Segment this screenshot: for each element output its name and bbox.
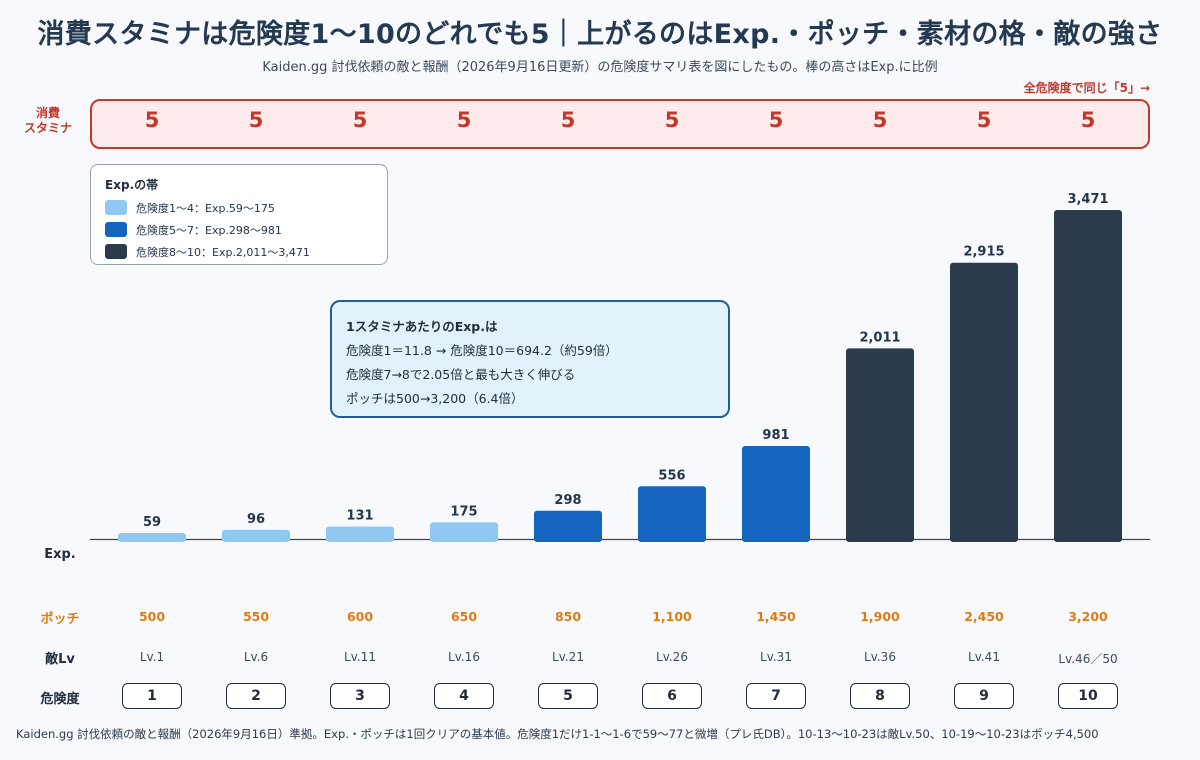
note-line-3: ポッチは500→3,200（6.4倍） — [346, 391, 524, 406]
note-line-1: 危険度1＝11.8 → 危険度10＝694.2（約59倍） — [346, 343, 618, 358]
pochi-row-label: ポッチ — [40, 612, 80, 627]
pochi-value-7: 1,450 — [756, 609, 796, 624]
enemy-lv-value-3: Lv.11 — [344, 650, 376, 664]
exp-value-label-8: 2,011 — [859, 330, 900, 345]
stamina-value-6: 5 — [664, 108, 680, 132]
exp-per-stamina-note: 1スタミナあたりのExp.は 危険度1＝11.8 → 危険度10＝694.2（約… — [330, 300, 730, 418]
danger-level-badge-10: 10 — [1058, 683, 1118, 709]
stamina-value-5: 5 — [560, 108, 576, 132]
page-title: 消費スタミナは危険度1〜10のどれでも5｜上がるのはExp.・ポッチ・素材の格・… — [37, 19, 1163, 50]
legend-swatch-band-3 — [105, 244, 127, 259]
enemy-lv-value-7: Lv.31 — [760, 650, 792, 664]
stamina-row-box — [90, 99, 1150, 149]
stamina-row-label: 消費 スタミナ — [23, 106, 72, 135]
stamina-value-3: 5 — [352, 108, 368, 132]
exp-value-label-2: 96 — [247, 512, 265, 527]
stamina-value-4: 5 — [456, 108, 472, 132]
pochi-value-2: 550 — [242, 609, 270, 624]
exp-bar-4 — [430, 522, 498, 542]
legend-label-band-2: 危険度5〜7：Exp.298〜981 — [136, 224, 282, 237]
pochi-value-8: 1,900 — [860, 609, 900, 624]
exp-bar-8 — [846, 348, 914, 542]
enemy-lv-value-4: Lv.16 — [448, 650, 480, 664]
enemy-lv-row-label: 敵Lv — [45, 652, 75, 667]
danger-level-badge-3: 3 — [330, 683, 390, 709]
stamina-value-1: 5 — [144, 108, 160, 132]
danger-level-badge-6: 6 — [642, 683, 702, 709]
danger-level-badge-5: 5 — [538, 683, 598, 709]
legend-label-band-3: 危険度8〜10：Exp.2,011〜3,471 — [136, 246, 310, 259]
exp-bar-1 — [118, 533, 186, 542]
exp-bar-9 — [950, 262, 1018, 542]
pochi-value-9: 2,450 — [964, 609, 1004, 624]
enemy-lv-value-2: Lv.6 — [243, 650, 269, 664]
legend-label-band-1: 危険度1〜4：Exp.59〜175 — [136, 202, 275, 215]
danger-level-badge-7: 7 — [746, 683, 806, 709]
exp-value-label-9: 2,915 — [963, 245, 1004, 260]
legend-swatch-band-1 — [105, 200, 127, 215]
pochi-value-6: 1,100 — [652, 609, 692, 624]
pochi-value-4: 650 — [450, 609, 478, 624]
legend: Exp.の帯 危険度1〜4：Exp.59〜175 危険度5〜7：Exp.298〜… — [90, 164, 388, 265]
exp-value-label-6: 556 — [658, 468, 685, 483]
enemy-lv-value-1: Lv.1 — [139, 650, 165, 664]
page-subtitle: Kaiden.gg 討伐依頼の敵と報酬（2026年9月16日更新）の危険度サマリ… — [262, 60, 938, 75]
note-line-2: 危険度7→8で2.05倍と最も大きく伸びる — [346, 367, 576, 382]
footer-source-note: Kaiden.gg 討伐依頼の敵と報酬（2026年9月16日）準拠。Exp.・ポ… — [16, 727, 1099, 741]
exp-bar-3 — [326, 526, 394, 542]
exp-bar-6 — [638, 486, 706, 542]
stamina-same-note: 全危険度で同じ「5」→ — [1023, 81, 1150, 95]
stamina-value-2: 5 — [248, 108, 264, 132]
note-heading: 1スタミナあたりのExp.は — [346, 319, 498, 334]
pochi-value-1: 500 — [138, 609, 166, 624]
exp-value-label-4: 175 — [450, 504, 477, 519]
enemy-lv-value-8: Lv.36 — [864, 650, 896, 664]
legend-title: Exp.の帯 — [105, 178, 159, 192]
pochi-value-5: 850 — [554, 609, 582, 624]
stamina-value-7: 5 — [768, 108, 784, 132]
danger-level-badge-1: 1 — [122, 683, 182, 709]
exp-value-label-3: 131 — [346, 509, 373, 524]
exp-row-label: Exp. — [44, 547, 76, 562]
pochi-value-10: 3,200 — [1068, 609, 1108, 624]
danger-level-badge-2: 2 — [226, 683, 286, 709]
enemy-lv-value-9: Lv.41 — [968, 650, 1000, 664]
enemy-lv-value-6: Lv.26 — [656, 650, 688, 664]
danger-level-badge-4: 4 — [434, 683, 494, 709]
exp-bar-7 — [742, 446, 810, 542]
exp-bar-5 — [534, 510, 602, 542]
exp-value-label-1: 59 — [143, 515, 161, 530]
enemy-lv-value-10: Lv.46／50 — [1058, 652, 1118, 666]
enemy-lv-value-5: Lv.21 — [552, 650, 584, 664]
pochi-value-3: 600 — [346, 609, 374, 624]
exp-bar-10 — [1054, 210, 1122, 542]
danger-row-label: 危険度 — [40, 692, 80, 707]
danger-level-badge-9: 9 — [954, 683, 1014, 709]
exp-bar-2 — [222, 529, 290, 542]
stamina-value-10: 5 — [1080, 108, 1096, 132]
stamina-value-9: 5 — [976, 108, 992, 132]
exp-value-label-10: 3,471 — [1067, 192, 1108, 207]
legend-swatch-band-2 — [105, 222, 127, 237]
exp-value-label-5: 298 — [554, 493, 581, 508]
exp-value-label-7: 981 — [762, 428, 789, 443]
stamina-value-8: 5 — [872, 108, 888, 132]
danger-level-badge-8: 8 — [850, 683, 910, 709]
